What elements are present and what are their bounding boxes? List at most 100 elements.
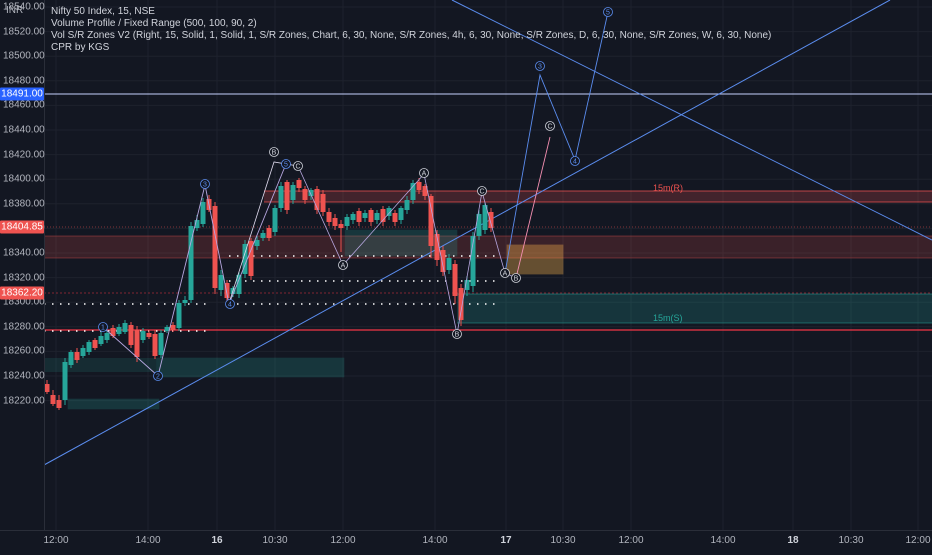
price-label: 18240.00 bbox=[3, 370, 45, 382]
candle bbox=[170, 322, 176, 332]
cpr-dot bbox=[196, 303, 198, 305]
cpr-dot bbox=[341, 303, 343, 305]
time-label: 16 bbox=[211, 535, 223, 546]
cpr-dot bbox=[485, 280, 487, 282]
price-label: 18260.00 bbox=[3, 345, 45, 357]
candle bbox=[122, 320, 128, 334]
cpr-dot bbox=[277, 255, 279, 257]
candle bbox=[212, 202, 218, 294]
cpr-dot bbox=[108, 303, 110, 305]
svg-text:C: C bbox=[547, 124, 552, 131]
cpr-dot bbox=[389, 303, 391, 305]
candle bbox=[146, 330, 152, 339]
candle bbox=[50, 390, 56, 406]
cpr-dot bbox=[188, 303, 190, 305]
cpr-dot bbox=[381, 280, 383, 282]
candle bbox=[62, 358, 68, 405]
legend-symbol[interactable]: Nifty 50 Index, 15, NSE bbox=[51, 6, 155, 17]
time-label: 12:00 bbox=[330, 535, 356, 546]
candle bbox=[236, 272, 242, 298]
wave-marker: C bbox=[477, 186, 487, 196]
cpr-dot bbox=[277, 303, 279, 305]
cpr-dot bbox=[429, 280, 431, 282]
candle bbox=[278, 182, 284, 212]
legend-indicator-sr-zones[interactable]: Vol S/R Zones V2 (Right, 15, Solid, 1, S… bbox=[51, 30, 772, 41]
candle bbox=[458, 284, 464, 326]
legend-indicator-volume-profile[interactable]: Volume Profile / Fixed Range (500, 100, … bbox=[51, 18, 257, 29]
candle bbox=[164, 325, 170, 333]
candle bbox=[254, 236, 260, 250]
candle bbox=[416, 178, 422, 194]
candle bbox=[272, 205, 278, 236]
legend-indicator-cpr[interactable]: CPR by KGS bbox=[51, 42, 110, 53]
candle bbox=[452, 260, 458, 304]
wave-marker: A bbox=[500, 268, 510, 278]
cpr-dot bbox=[357, 280, 359, 282]
cpr-dot bbox=[429, 303, 431, 305]
time-label: 12:00 bbox=[618, 535, 644, 546]
wave-marker: C bbox=[293, 161, 303, 171]
cpr-dot bbox=[68, 303, 70, 305]
cpr-dot bbox=[269, 255, 271, 257]
svg-text:A: A bbox=[503, 271, 508, 278]
cpr-dot bbox=[108, 330, 110, 332]
cpr-dot bbox=[237, 303, 239, 305]
candle bbox=[338, 220, 344, 252]
candle bbox=[176, 300, 182, 331]
price-label: 18440.00 bbox=[3, 124, 45, 136]
cpr-dot bbox=[373, 303, 375, 305]
candle bbox=[128, 322, 134, 348]
cpr-dot bbox=[100, 303, 102, 305]
cpr-levels bbox=[44, 255, 495, 332]
candle bbox=[188, 222, 194, 303]
time-label: 14:00 bbox=[710, 535, 736, 546]
cpr-dot bbox=[365, 255, 367, 257]
wave-marker-projection: C bbox=[545, 121, 555, 131]
wave-marker-projection: 3 bbox=[535, 61, 545, 71]
time-axis[interactable] bbox=[0, 530, 932, 551]
candle bbox=[80, 345, 86, 358]
candle bbox=[302, 186, 308, 204]
cpr-dot bbox=[180, 330, 182, 332]
cpr-dot bbox=[261, 280, 263, 282]
price-label: 18380.00 bbox=[3, 198, 45, 210]
legend: Nifty 50 Index, 15, NSE Volume Profile /… bbox=[51, 6, 771, 54]
cpr-dot bbox=[349, 280, 351, 282]
wave-marker: A bbox=[419, 168, 429, 178]
time-label: 10:30 bbox=[262, 535, 288, 546]
svg-text:A: A bbox=[422, 171, 427, 178]
wave-marker: B bbox=[511, 273, 521, 283]
cpr-dot bbox=[245, 280, 247, 282]
candle bbox=[422, 184, 428, 200]
time-label: 14:00 bbox=[135, 535, 161, 546]
cpr-dot bbox=[245, 303, 247, 305]
cpr-dot bbox=[293, 255, 295, 257]
cpr-dot bbox=[477, 280, 479, 282]
cpr-dot bbox=[156, 330, 158, 332]
cpr-dot bbox=[397, 280, 399, 282]
svg-text:B: B bbox=[272, 150, 277, 157]
cpr-dot bbox=[477, 303, 479, 305]
cpr-dot bbox=[188, 330, 190, 332]
cpr-dot bbox=[485, 303, 487, 305]
candle bbox=[356, 208, 362, 226]
cpr-dot bbox=[116, 303, 118, 305]
cpr-dot bbox=[469, 280, 471, 282]
candle bbox=[116, 324, 122, 336]
cpr-dot bbox=[373, 280, 375, 282]
cpr-dot bbox=[365, 280, 367, 282]
cpr-dot bbox=[373, 255, 375, 257]
cpr-dot bbox=[309, 280, 311, 282]
cpr-dot bbox=[76, 330, 78, 332]
cpr-dot bbox=[204, 303, 206, 305]
cpr-dot bbox=[389, 280, 391, 282]
cpr-dot bbox=[493, 303, 495, 305]
cpr-dot bbox=[333, 303, 335, 305]
candle bbox=[350, 212, 356, 224]
price-label: 18400.00 bbox=[3, 173, 45, 185]
cpr-dot bbox=[253, 303, 255, 305]
tag-low-line: 18362.20 bbox=[0, 286, 44, 300]
svg-text:C: C bbox=[295, 164, 300, 171]
